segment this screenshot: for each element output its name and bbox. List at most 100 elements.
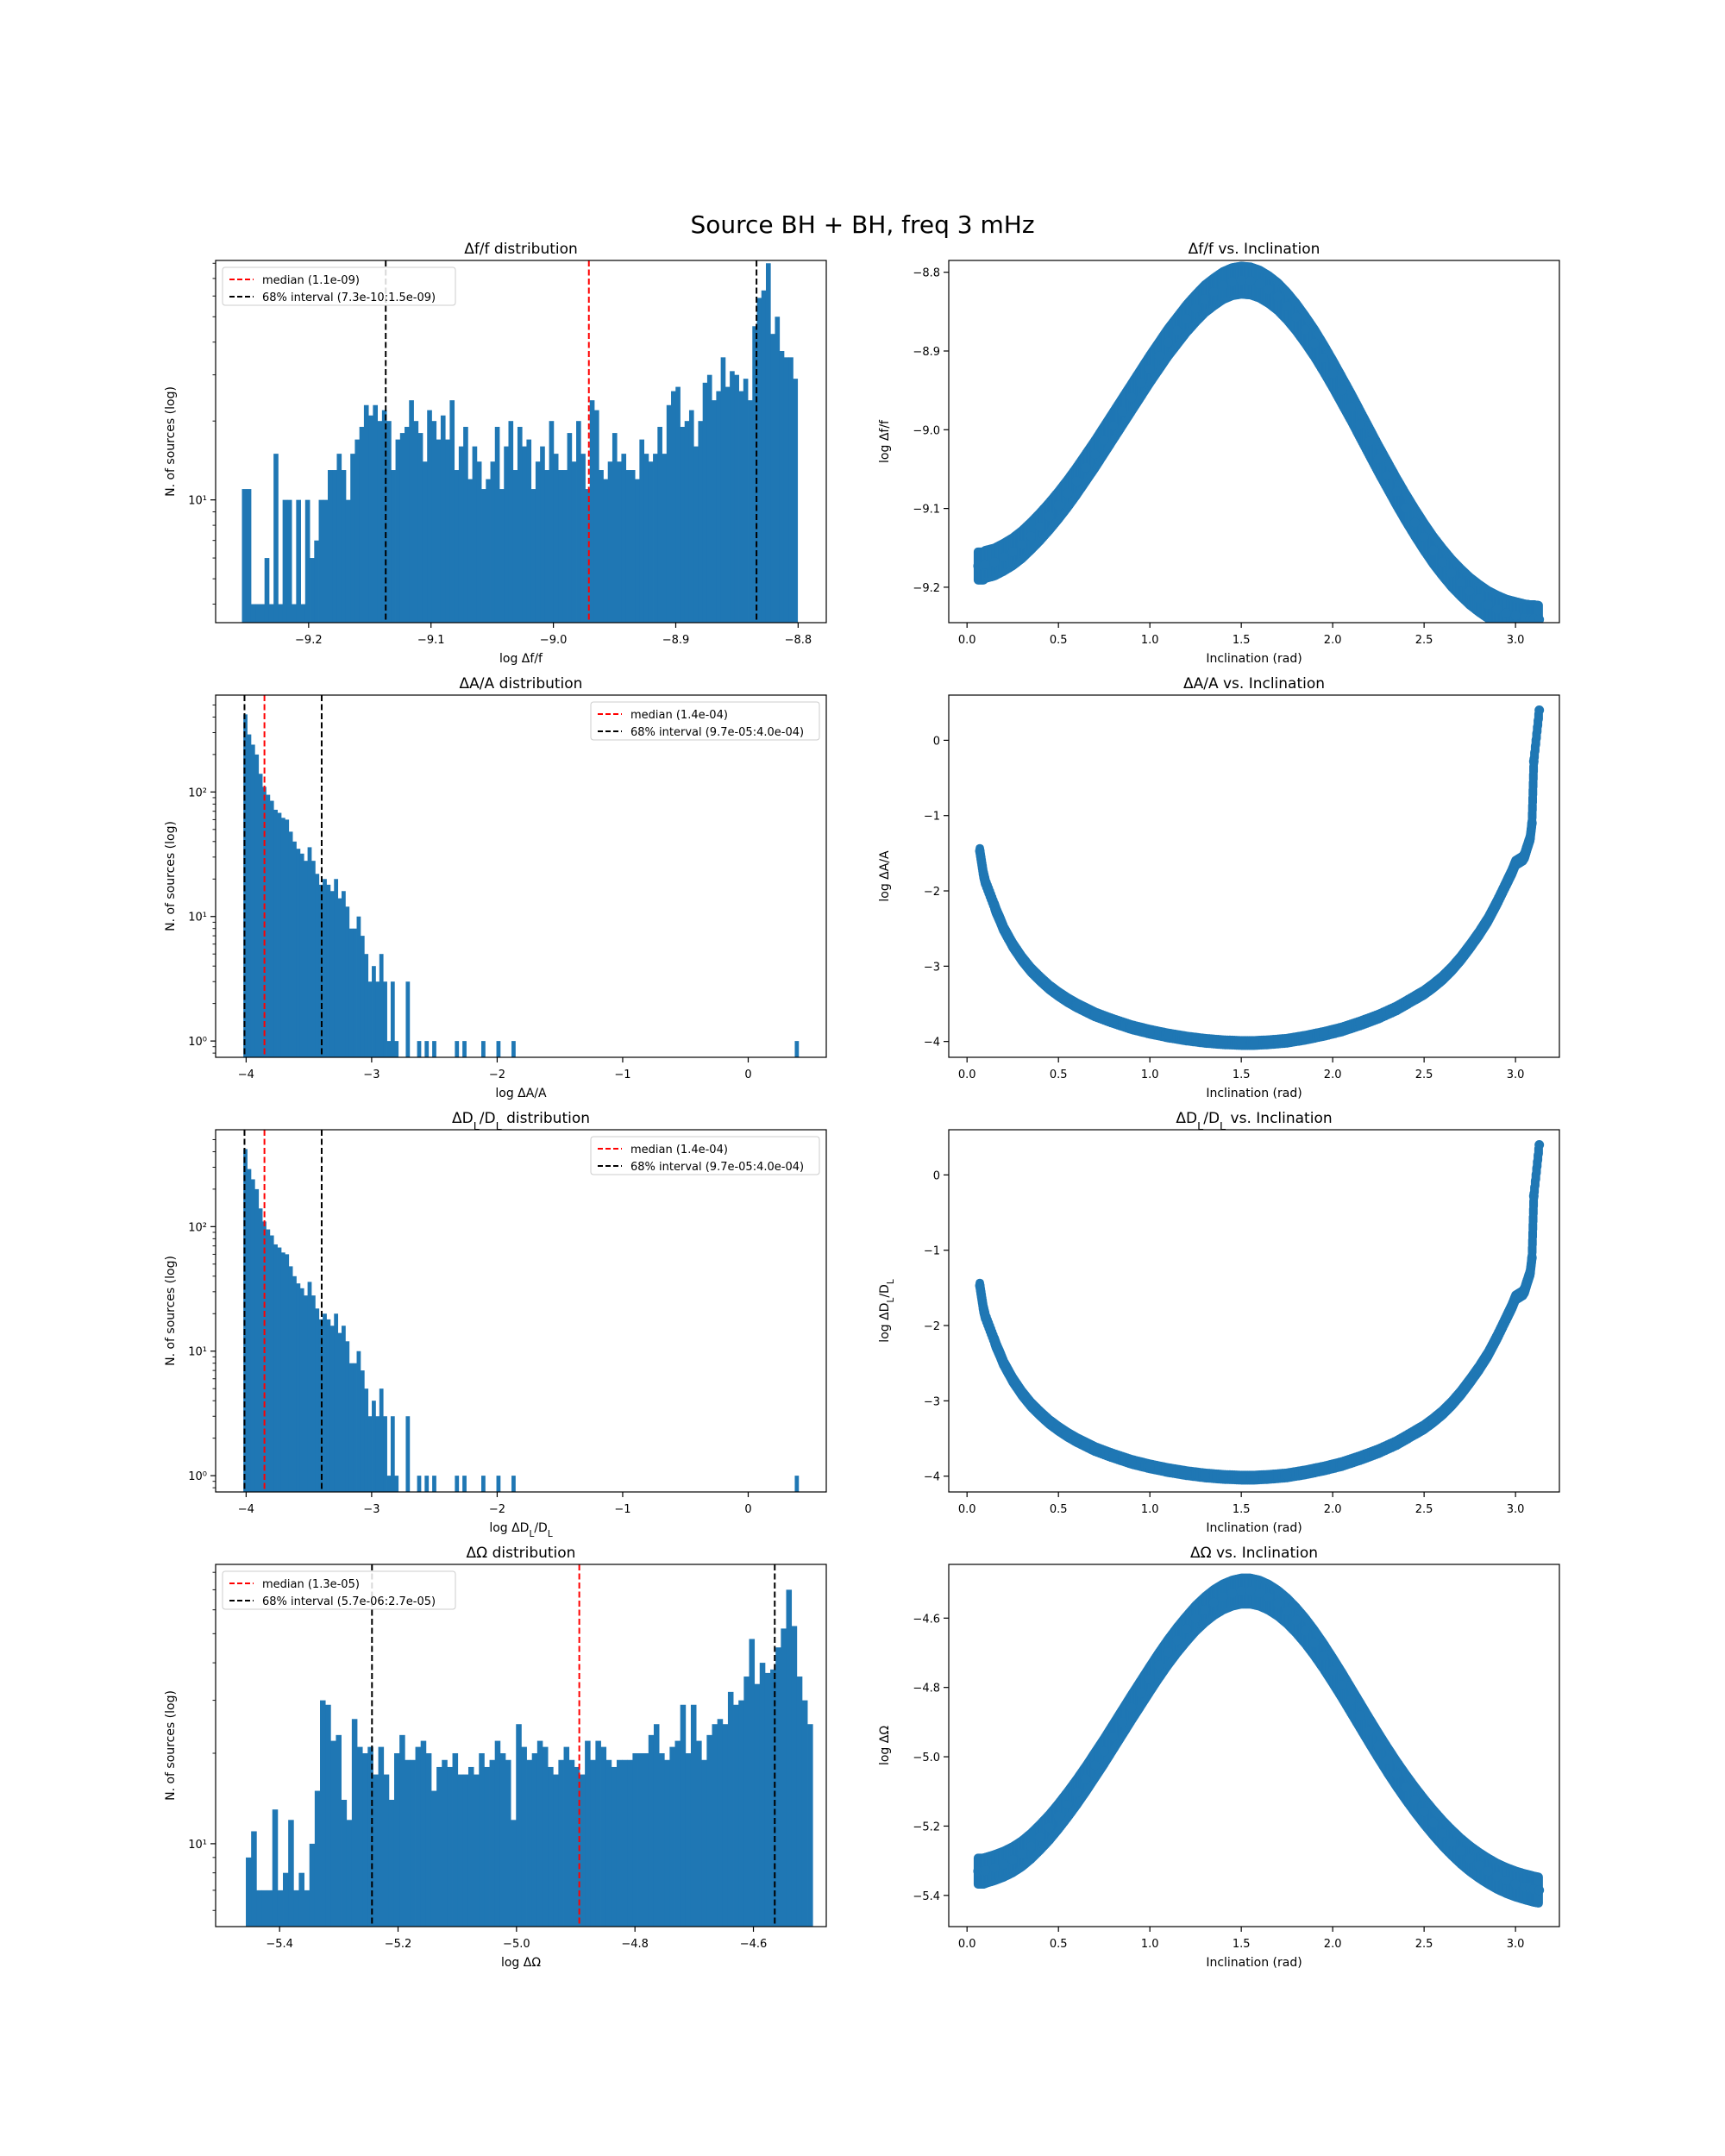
- scatter-point: [1090, 449, 1101, 460]
- x-tick-label: 0.0: [958, 1503, 976, 1516]
- scatter-point: [1236, 275, 1246, 285]
- histogram-bar: [494, 1740, 501, 1927]
- histogram-bar: [304, 1295, 309, 1492]
- x-tick-label: −2: [489, 1069, 505, 1081]
- histogram-bar: [243, 714, 248, 1057]
- histogram-bar: [383, 1416, 387, 1492]
- histogram-bar: [734, 374, 739, 623]
- scatter-point: [1026, 531, 1036, 542]
- scatter-point: [1492, 604, 1502, 614]
- scatter-point: [1236, 1472, 1246, 1482]
- y-tick-label: −1: [924, 811, 940, 824]
- y-axis-label: N. of sources (log): [164, 386, 178, 497]
- histogram-bar: [304, 1890, 310, 1927]
- histogram-bar: [635, 479, 640, 623]
- histogram-bar: [413, 421, 419, 623]
- scatter-point: [994, 914, 1005, 924]
- scatter-point: [1428, 1817, 1439, 1827]
- histogram-bar: [309, 1843, 316, 1927]
- x-tick-label: 2.5: [1415, 1503, 1433, 1516]
- histogram-bar: [342, 1326, 346, 1492]
- histogram-bar: [579, 1774, 586, 1927]
- y-tick-label: −4.8: [913, 1683, 940, 1695]
- histogram-bar: [247, 1169, 252, 1492]
- scatter-point: [1510, 611, 1521, 621]
- scatter-point: [1319, 1463, 1329, 1474]
- scatter-point: [1264, 1037, 1274, 1048]
- scatter-point: [1502, 1313, 1512, 1323]
- histogram-bar: [462, 1476, 467, 1492]
- histogram-bar: [334, 1313, 339, 1492]
- histogram-bar: [424, 1476, 430, 1492]
- x-tick-label: −2: [489, 1503, 505, 1516]
- scatter-point: [975, 1281, 985, 1291]
- histogram-bar: [280, 818, 285, 1057]
- histogram-bar: [336, 1734, 342, 1927]
- legend-label: 68% interval (7.3e-10:1.5e-09): [262, 291, 436, 304]
- legend: median (1.4e-04) 68% interval (9.7e-05:4.…: [590, 1136, 820, 1175]
- scatter-point: [1081, 1774, 1091, 1784]
- scatter-point: [1528, 756, 1539, 767]
- axes-frame: [948, 260, 1560, 624]
- histogram-bar: [307, 1282, 312, 1492]
- scatter-point: [1145, 364, 1155, 374]
- histogram-bar: [712, 400, 717, 623]
- scatter-point: [1136, 1689, 1146, 1699]
- scatter-point: [1218, 1472, 1228, 1482]
- legend-box: [222, 1570, 456, 1610]
- scatter-point: [1017, 954, 1027, 964]
- x-tick-label: 2.0: [1324, 1503, 1342, 1516]
- scatter-point: [1437, 1827, 1447, 1838]
- y-tick-label: −4: [924, 1471, 940, 1484]
- legend-box: [590, 701, 820, 741]
- scatter-point: [1017, 1849, 1027, 1859]
- scatter-point: [991, 1341, 1001, 1351]
- scatter-point: [1035, 1408, 1045, 1419]
- histogram-bar: [622, 1759, 628, 1927]
- scatter-point: [1410, 993, 1421, 1003]
- histogram-bar: [653, 454, 658, 623]
- histogram-bar: [310, 861, 316, 1057]
- histogram-bar: [310, 1295, 316, 1492]
- histogram-bar: [571, 461, 577, 623]
- histogram-bar: [377, 421, 383, 623]
- scatter-point: [1044, 511, 1055, 522]
- histogram-bar: [738, 1700, 744, 1927]
- chart-title: ΔA/A vs. Inclination: [1183, 675, 1325, 693]
- scatter-point: [1200, 1036, 1210, 1046]
- scatter-point: [1300, 324, 1310, 335]
- legend-label: 68% interval (9.7e-05:4.0e-04): [630, 1161, 804, 1174]
- scatter-point: [1401, 1782, 1411, 1792]
- x-axis-label: log ΔDL/DL: [489, 1521, 553, 1539]
- histogram-bar: [442, 1759, 448, 1927]
- histogram-bar: [304, 499, 310, 623]
- histogram-bar: [457, 1774, 464, 1927]
- scatter-point: [1245, 1586, 1256, 1596]
- x-tick-label: −8.8: [785, 634, 812, 647]
- y-tick-label: 10¹: [188, 1346, 207, 1359]
- scatter-point: [1145, 1461, 1155, 1471]
- histogram-bar: [432, 1476, 436, 1492]
- histogram-bar: [542, 1746, 549, 1927]
- histogram-bar: [386, 1476, 392, 1492]
- scatter-point: [1249, 1472, 1259, 1482]
- histogram-bar: [348, 928, 354, 1057]
- histogram-bar: [749, 1639, 756, 1927]
- scatter-point: [1071, 1000, 1082, 1011]
- scatter-point: [1273, 291, 1283, 302]
- scatter-point: [1391, 1003, 1402, 1013]
- chart-title: ΔDL/DL vs. Inclination: [1176, 1110, 1332, 1133]
- scatter-point: [1465, 942, 1475, 952]
- scatter-point: [1383, 1755, 1393, 1765]
- histogram-bar: [292, 604, 297, 623]
- histogram-bar: [481, 1041, 486, 1057]
- histogram-bar: [256, 1890, 262, 1927]
- histogram-bar: [549, 421, 555, 623]
- scatter-point: [980, 1312, 990, 1322]
- histogram-bar: [770, 1669, 776, 1927]
- histogram-bar: [337, 898, 342, 1057]
- chart-title: ΔDL/DL distribution: [452, 1110, 590, 1133]
- histogram-bar: [436, 439, 442, 623]
- chart-hist_dA: −4 −3 −2 −1 0 10⁰ 10¹ 10² ΔA/A distribution log Δ…: [164, 675, 827, 1100]
- histogram-bar: [585, 1740, 591, 1927]
